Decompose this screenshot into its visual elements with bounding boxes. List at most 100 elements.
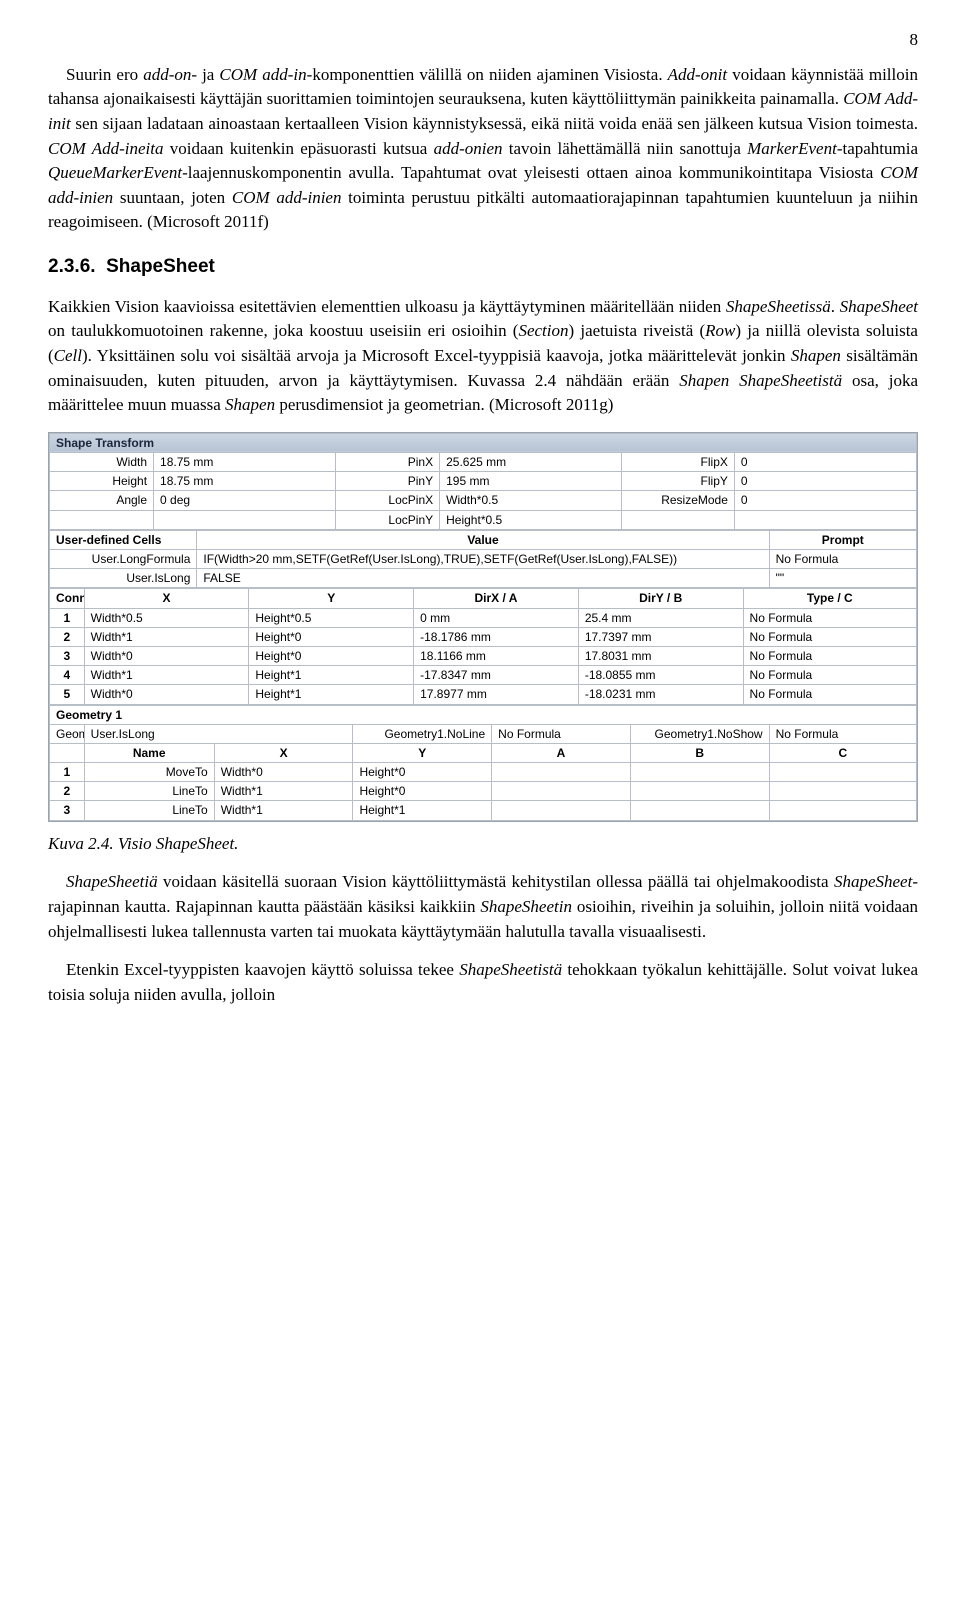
cp-y: Height*1 (249, 666, 414, 685)
shapesheet-screenshot: Shape Transform Width18.75 mmPinX25.625 … (48, 432, 918, 822)
uc-value: IF(Width>20 mm,SETF(GetRef(User.IsLong),… (197, 550, 769, 569)
st-value: 0 (734, 472, 916, 491)
user-cells-title: User-defined Cells (50, 530, 197, 549)
uc-prompt: No Formula (769, 550, 916, 569)
uc-label: User.LongFormula (50, 550, 197, 569)
st-value: 0 deg (154, 491, 336, 510)
geo-meta-noshow-v: No Formula (769, 724, 916, 743)
body-paragraph-4: Etenkin Excel-tyyppisten kaavojen käyttö… (48, 958, 918, 1007)
geo-name: MoveTo (84, 763, 214, 782)
cp-type: No Formula (743, 608, 916, 627)
st-label: PinY (336, 472, 440, 491)
st-label: FlipY (622, 472, 735, 491)
st-value: 25.625 mm (440, 453, 622, 472)
cp-x: Width*0 (84, 646, 249, 665)
cp-col-x: X (84, 589, 249, 608)
geo-col-b: B (630, 743, 769, 762)
cp-rownum: 2 (50, 627, 85, 646)
shape-transform-title: Shape Transform (50, 433, 917, 452)
body-paragraph-2: Kaikkien Vision kaavioissa esitettävien … (48, 295, 918, 418)
page-number: 8 (48, 28, 918, 53)
section-number: 2.3.6. (48, 256, 96, 277)
geo-a (492, 763, 631, 782)
st-value: Width*0.5 (440, 491, 622, 510)
geo-name: LineTo (84, 801, 214, 820)
st-label: ResizeMode (622, 491, 735, 510)
geo-meta-noline-v: No Formula (492, 724, 631, 743)
cp-diry: 17.7397 mm (578, 627, 743, 646)
figure-caption: Kuva 2.4. Visio ShapeSheet. (48, 832, 918, 857)
st-value: 0 (734, 491, 916, 510)
body-paragraph-1: Suurin ero add-on- ja COM add-in-kompone… (48, 63, 918, 235)
user-cells-table: User-defined Cells Value Prompt User.Lon… (49, 530, 917, 589)
cp-rownum: 5 (50, 685, 85, 704)
st-value: 18.75 mm (154, 453, 336, 472)
st-label (622, 510, 735, 529)
geo-meta-nofill-v: User.IsLong (84, 724, 353, 743)
section-heading: 2.3.6. ShapeSheet (48, 253, 918, 281)
cp-col-type: Type / C (743, 589, 916, 608)
body-paragraph-3: ShapeSheetiä voidaan käsitellä suoraan V… (48, 870, 918, 944)
cp-diry: 17.8031 mm (578, 646, 743, 665)
geometry1-title: Geometry 1 (50, 705, 917, 724)
geo-col-c: C (769, 743, 916, 762)
cp-col-diry: DirY / B (578, 589, 743, 608)
cp-diry: -18.0855 mm (578, 666, 743, 685)
connection-points-table: Connection Points X Y DirX / A DirY / B … (49, 588, 917, 704)
st-label: Height (50, 472, 154, 491)
cp-y: Height*1 (249, 685, 414, 704)
cp-x: Width*1 (84, 666, 249, 685)
geo-x: Width*1 (214, 782, 353, 801)
st-value: Height*0.5 (440, 510, 622, 529)
st-label: FlipX (622, 453, 735, 472)
geo-col-a: A (492, 743, 631, 762)
geo-b (630, 763, 769, 782)
cp-diry: 25.4 mm (578, 608, 743, 627)
st-label: PinX (336, 453, 440, 472)
cp-y: Height*0.5 (249, 608, 414, 627)
geo-meta-nofill-k: Geometry1.NoFill (50, 724, 85, 743)
cp-dirx: -17.8347 mm (414, 666, 579, 685)
cp-y: Height*0 (249, 646, 414, 665)
geo-col-x: X (214, 743, 353, 762)
geo-col-y: Y (353, 743, 492, 762)
geo-rownum: 1 (50, 763, 85, 782)
st-label: LocPinY (336, 510, 440, 529)
user-cells-col-value: Value (197, 530, 769, 549)
geo-c (769, 782, 916, 801)
cp-type: No Formula (743, 666, 916, 685)
geo-rownum: 3 (50, 801, 85, 820)
cp-type: No Formula (743, 646, 916, 665)
cp-rownum: 3 (50, 646, 85, 665)
st-value: 0 (734, 453, 916, 472)
cp-rownum: 4 (50, 666, 85, 685)
geo-b (630, 782, 769, 801)
geo-c (769, 763, 916, 782)
user-cells-col-prompt: Prompt (769, 530, 916, 549)
geo-x: Width*1 (214, 801, 353, 820)
cp-dirx: 18.1166 mm (414, 646, 579, 665)
geo-a (492, 782, 631, 801)
st-label: Width (50, 453, 154, 472)
cp-dirx: -18.1786 mm (414, 627, 579, 646)
st-value: 18.75 mm (154, 472, 336, 491)
shape-transform-table: Shape Transform Width18.75 mmPinX25.625 … (49, 433, 917, 530)
geo-meta-noline-k: Geometry1.NoLine (353, 724, 492, 743)
st-value (154, 510, 336, 529)
cp-dirx: 17.8977 mm (414, 685, 579, 704)
geo-meta-noshow-k: Geometry1.NoShow (630, 724, 769, 743)
geo-rownum: 2 (50, 782, 85, 801)
geo-y: Height*0 (353, 763, 492, 782)
cp-y: Height*0 (249, 627, 414, 646)
geometry1-table: Geometry 1 Geometry1.NoFill User.IsLong … (49, 705, 917, 821)
geo-a (492, 801, 631, 820)
cp-rownum: 1 (50, 608, 85, 627)
cp-x: Width*0 (84, 685, 249, 704)
st-label (50, 510, 154, 529)
cp-type: No Formula (743, 685, 916, 704)
geo-c (769, 801, 916, 820)
cp-type: No Formula (743, 627, 916, 646)
geo-col-blank (50, 743, 85, 762)
st-label: Angle (50, 491, 154, 510)
uc-value: FALSE (197, 569, 769, 588)
